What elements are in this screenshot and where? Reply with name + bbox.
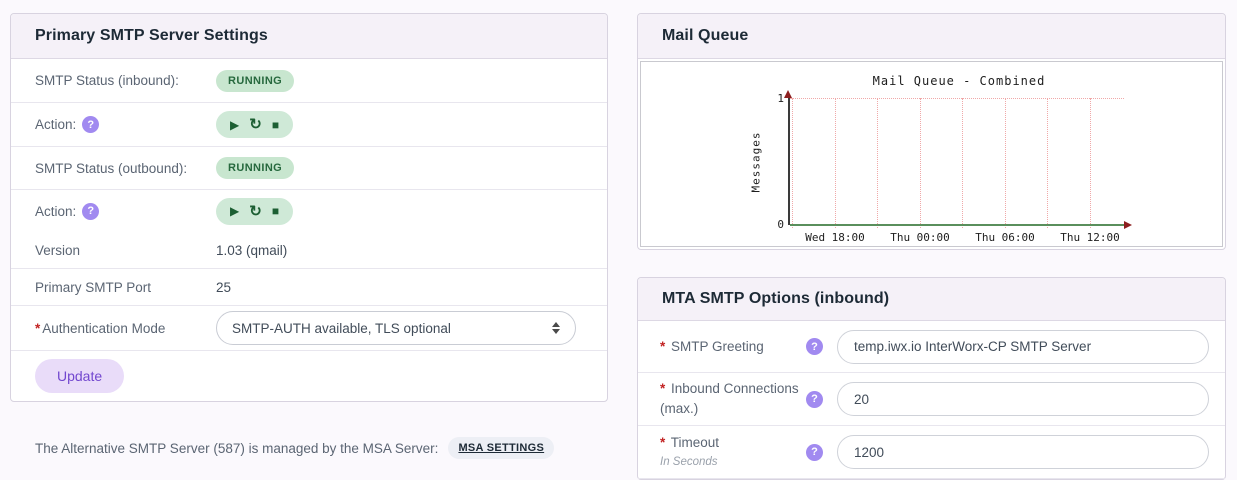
row-inbound-connections: * Inbound Connections (max.) ? — [638, 373, 1225, 426]
mta-smtp-options-card: MTA SMTP Options (inbound) * SMTP Greeti… — [637, 277, 1226, 480]
required-marker: * — [660, 434, 666, 450]
right-column: Mail Queue Mail Queue - Combined Message… — [637, 13, 1226, 480]
mta-smtp-options-header: MTA SMTP Options (inbound) — [638, 278, 1225, 321]
row-primary-smtp-port: Primary SMTP Port 25 — [11, 269, 607, 306]
field-label-text: Action: — [35, 203, 77, 219]
row-authentication-mode: * Authentication Mode SMTP-AUTH availabl… — [11, 306, 607, 351]
row-update: Update — [11, 351, 607, 401]
start-icon[interactable]: ▶ — [230, 117, 240, 132]
chart-plot-area: Mail Queue - Combined Messages 1 0 Wed 1… — [750, 74, 1132, 244]
left-column: Primary SMTP Server Settings SMTP Status… — [10, 13, 608, 459]
x-tick: Wed 18:00 — [805, 231, 865, 244]
field-label: SMTP Status (outbound): — [35, 160, 188, 176]
action-button-group[interactable]: ▶ ↻ ■ — [216, 111, 294, 138]
status-badge: RUNNING — [216, 157, 295, 179]
row-smtp-status-outbound: SMTP Status (outbound): RUNNING — [11, 147, 607, 190]
gridline — [792, 98, 793, 228]
start-icon[interactable]: ▶ — [230, 204, 240, 218]
field-label: * Authentication Mode — [35, 321, 216, 336]
gridline — [920, 98, 921, 228]
field-label: Primary SMTP Port — [35, 279, 152, 295]
required-marker: * — [660, 381, 666, 397]
inbound-connections-input[interactable] — [837, 382, 1209, 416]
field-label: * Timeout In Seconds — [660, 433, 806, 471]
x-tick: Thu 12:00 — [1060, 231, 1120, 244]
x-axis-arrow-icon — [1124, 221, 1132, 229]
authentication-mode-select[interactable]: SMTP-AUTH available, TLS optional — [216, 311, 576, 345]
restart-icon[interactable]: ↻ — [249, 116, 262, 133]
required-marker: * — [660, 338, 666, 354]
x-tick: Thu 06:00 — [975, 231, 1035, 244]
status-badge: RUNNING — [216, 69, 295, 92]
stop-icon[interactable]: ■ — [271, 117, 280, 132]
mail-queue-graph: Mail Queue - Combined Messages 1 0 Wed 1… — [640, 61, 1223, 247]
required-marker: * — [35, 320, 41, 336]
mail-queue-header: Mail Queue — [638, 14, 1225, 59]
msa-settings-link[interactable]: MSA SETTINGS — [448, 437, 555, 459]
smtp-greeting-input[interactable] — [837, 329, 1209, 364]
gridline — [962, 98, 963, 228]
row-smtp-status-inbound: SMTP Status (inbound): RUNNING — [11, 59, 607, 103]
row-action-inbound: Action: ? ▶ ↻ ■ — [11, 103, 607, 147]
primary-smtp-settings-header: Primary SMTP Server Settings — [11, 14, 607, 59]
card-title: Primary SMTP Server Settings — [35, 27, 268, 44]
card-title: MTA SMTP Options (inbound) — [662, 290, 890, 307]
selected-option: SMTP-AUTH available, TLS optional — [232, 320, 451, 336]
row-version: Version 1.03 (qmail) — [11, 232, 607, 269]
chart-y-axis-label: Messages — [749, 131, 763, 192]
field-label: Version — [35, 242, 81, 258]
help-icon[interactable]: ? — [82, 116, 100, 133]
chart-x-axis — [790, 224, 1124, 226]
gridline — [1090, 98, 1091, 228]
field-label: * Inbound Connections (max.) — [660, 379, 806, 418]
msa-footer-note: The Alternative SMTP Server (587) is man… — [10, 437, 608, 459]
field-label-text: Inbound Connections (max.) — [660, 381, 799, 416]
mail-queue-card: Mail Queue Mail Queue - Combined Message… — [637, 13, 1226, 250]
msa-note-text: The Alternative SMTP Server (587) is man… — [35, 440, 439, 456]
field-label-text: Authentication Mode — [42, 320, 166, 336]
y-tick: 1 — [777, 92, 784, 105]
primary-smtp-settings-card: Primary SMTP Server Settings SMTP Status… — [10, 13, 608, 402]
gridline-top — [790, 98, 1124, 99]
help-icon[interactable]: ? — [806, 443, 823, 461]
stop-icon[interactable]: ■ — [271, 204, 280, 218]
select-arrows-icon — [552, 322, 560, 334]
field-label-text: SMTP Greeting — [671, 338, 764, 354]
chart-title: Mail Queue - Combined — [872, 74, 1046, 88]
field-label: Action: ? — [35, 202, 216, 220]
row-action-outbound: Action: ? ▶ ↻ ■ — [11, 190, 607, 232]
y-axis-arrow-icon — [784, 90, 792, 98]
gridline — [1047, 98, 1048, 228]
help-icon[interactable]: ? — [806, 390, 823, 408]
field-sublabel: In Seconds — [660, 456, 718, 469]
field-label-text: Action: — [35, 117, 77, 132]
gridline — [877, 98, 878, 228]
row-timeout: * Timeout In Seconds ? — [638, 426, 1225, 479]
timeout-input[interactable] — [837, 435, 1209, 469]
y-tick: 0 — [777, 218, 784, 231]
field-label: Action: ? — [35, 116, 216, 133]
field-label: * SMTP Greeting — [660, 337, 806, 357]
field-value: 25 — [216, 279, 232, 295]
help-icon[interactable]: ? — [806, 338, 823, 355]
gridline — [835, 98, 836, 228]
field-label: SMTP Status (inbound): — [35, 73, 179, 88]
gridline — [1005, 98, 1006, 228]
x-tick: Thu 00:00 — [890, 231, 950, 244]
help-icon[interactable]: ? — [82, 202, 100, 220]
update-button[interactable]: Update — [35, 359, 125, 393]
restart-icon[interactable]: ↻ — [249, 202, 262, 220]
action-button-group[interactable]: ▶ ↻ ■ — [216, 197, 294, 225]
card-title: Mail Queue — [662, 27, 749, 44]
field-value: 1.03 (qmail) — [216, 242, 288, 258]
row-smtp-greeting: * SMTP Greeting ? — [638, 321, 1225, 373]
field-label-text: Timeout — [670, 434, 720, 450]
